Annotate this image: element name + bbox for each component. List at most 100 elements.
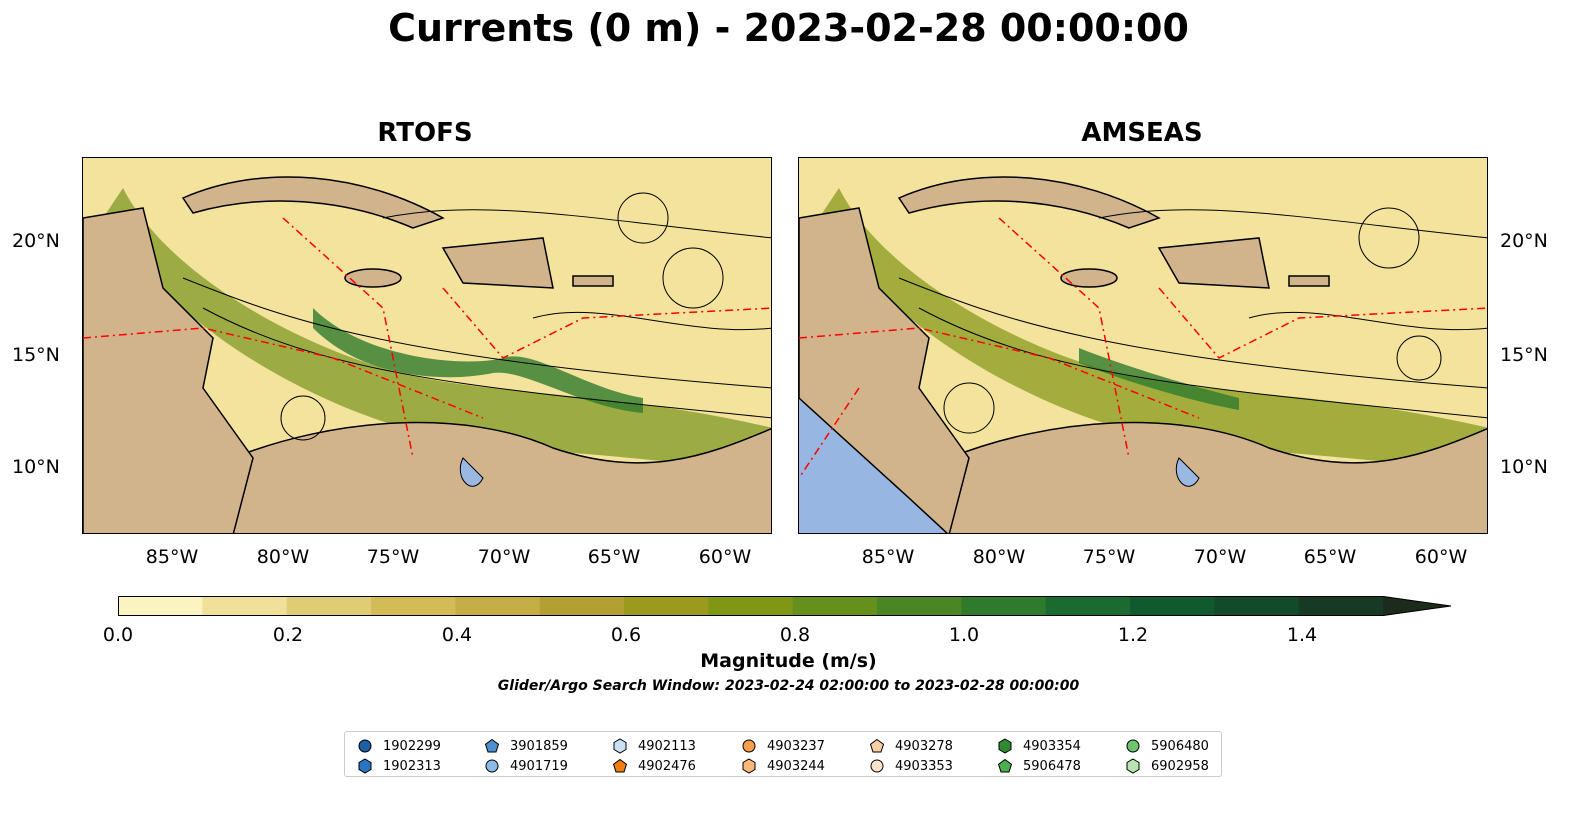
legend-item[interactable]: 4903278 [869, 737, 953, 755]
hexagon-marker-icon [358, 758, 372, 774]
legend-item-label: 4903237 [767, 738, 825, 754]
legend-item-label: 5906480 [1151, 738, 1209, 754]
current-core-band [1079, 348, 1239, 410]
lon-label-60w-right: 60°W [1414, 546, 1468, 568]
colorbar-segment [877, 596, 962, 616]
land-central-america [799, 207, 970, 533]
map-rtofs[interactable] [82, 157, 772, 534]
eez-boundaries [83, 217, 771, 459]
current-core-band [313, 308, 643, 413]
colorbar-segment [539, 596, 625, 616]
circle-marker-icon [742, 739, 756, 753]
circle-marker-icon [870, 759, 884, 773]
colorbar-tick: 0.2 [272, 624, 304, 646]
land-south-america [948, 421, 1487, 533]
hexagon-marker-icon [998, 738, 1012, 754]
lon-label-60w: 60°W [698, 546, 752, 568]
lat-label-20n-right: 20°N [1500, 230, 1548, 252]
land-hispaniola [441, 237, 554, 289]
legend-item-label: 4903354 [1023, 738, 1081, 754]
circle-marker-icon [1126, 739, 1140, 753]
legend-item[interactable]: 6902958 [1125, 757, 1209, 775]
colorbar-segment [1298, 596, 1384, 616]
land-central-america [83, 207, 254, 533]
colorbar-segment [708, 596, 794, 616]
lon-label-75w-right: 75°W [1082, 546, 1136, 568]
streamlines [182, 192, 771, 441]
legend-item-label: 4902476 [638, 758, 696, 774]
legend-item[interactable]: 1902299 [357, 737, 441, 755]
pentagon-marker-icon [484, 738, 500, 753]
legend-item[interactable]: 1902313 [357, 757, 441, 775]
eez-boundaries [799, 217, 1487, 479]
land-jamaica [1060, 268, 1118, 288]
lon-label-70w-right: 70°W [1193, 546, 1247, 568]
colorbar-tick: 0.8 [779, 624, 811, 646]
legend-item[interactable]: 4902113 [612, 737, 696, 755]
colorbar-segment [118, 596, 203, 616]
lon-label-85w-right: 85°W [861, 546, 915, 568]
colorbar-extend-triangle [1383, 596, 1451, 616]
lon-label-65w: 65°W [587, 546, 641, 568]
legend-item-label: 4903244 [767, 758, 825, 774]
figure-title: Currents (0 m) - 2023-02-28 00:00:00 [388, 6, 1189, 50]
pentagon-marker-icon [869, 738, 885, 753]
land-puerto-rico [1288, 275, 1330, 287]
lake-maracaibo [1175, 457, 1200, 487]
lake-maracaibo [459, 457, 484, 487]
land-cuba [181, 176, 445, 229]
float-legend: 1902299 1902313 3901859 4901719 4902113 … [344, 731, 1222, 777]
legend-item-label: 4903278 [895, 738, 953, 754]
colorbar-tick: 0.0 [102, 624, 134, 646]
colorbar-segment [792, 596, 878, 616]
land-south-america [232, 421, 771, 533]
map-amseas[interactable] [798, 157, 1488, 534]
legend-item[interactable]: 3901859 [484, 737, 568, 755]
legend-item[interactable]: 4903237 [741, 737, 825, 755]
land-jamaica [344, 268, 402, 288]
lon-label-70w: 70°W [477, 546, 531, 568]
lon-label-80w-right: 80°W [972, 546, 1026, 568]
colorbar-segment [1045, 596, 1131, 616]
lat-label-15n: 15°N [12, 344, 60, 366]
colorbar-label: Magnitude (m/s) [700, 650, 877, 672]
colorbar-segment [371, 596, 456, 616]
legend-item-label: 4901719 [510, 758, 568, 774]
lon-label-65w-right: 65°W [1303, 546, 1357, 568]
colorbar-tick: 1.4 [1286, 624, 1318, 646]
lat-label-15n-right: 15°N [1500, 344, 1548, 366]
legend-item[interactable]: 5906478 [997, 757, 1081, 775]
colorbar-segment [455, 596, 541, 616]
colorbar [118, 596, 1452, 616]
panel-title-amseas: AMSEAS [1081, 118, 1203, 148]
legend-item[interactable]: 4903353 [869, 757, 953, 775]
legend-item[interactable]: 4902476 [612, 757, 696, 775]
legend-item-label: 6902958 [1151, 758, 1209, 774]
lon-label-75w: 75°W [366, 546, 420, 568]
circle-marker-icon [485, 759, 499, 773]
colorbar-segment [624, 596, 709, 616]
streamlines [898, 207, 1487, 434]
circle-marker-icon [358, 739, 372, 753]
hexagon-marker-icon [742, 758, 756, 774]
panel-title-rtofs: RTOFS [377, 118, 473, 148]
legend-item[interactable]: 5906480 [1125, 737, 1209, 755]
pentagon-marker-icon [612, 758, 628, 773]
colorbar-tick: 1.2 [1117, 624, 1149, 646]
colorbar-tick: 1.0 [948, 624, 980, 646]
legend-item-label: 3901859 [510, 738, 568, 754]
land-hispaniola [1157, 237, 1270, 289]
legend-item[interactable]: 4903354 [997, 737, 1081, 755]
colorbar-outline [118, 596, 1452, 616]
colorbar-segment [286, 596, 372, 616]
lat-label-10n: 10°N [12, 456, 60, 478]
colorbar-segment [1214, 596, 1300, 616]
colorbar-segment [202, 596, 288, 616]
pentagon-marker-icon [997, 758, 1013, 773]
legend-item[interactable]: 4903244 [741, 757, 825, 775]
legend-item-label: 4902113 [638, 738, 696, 754]
hexagon-marker-icon [613, 738, 627, 754]
legend-item[interactable]: 4901719 [484, 757, 568, 775]
hexagon-marker-icon [1126, 758, 1140, 774]
current-core-band [819, 188, 1487, 478]
